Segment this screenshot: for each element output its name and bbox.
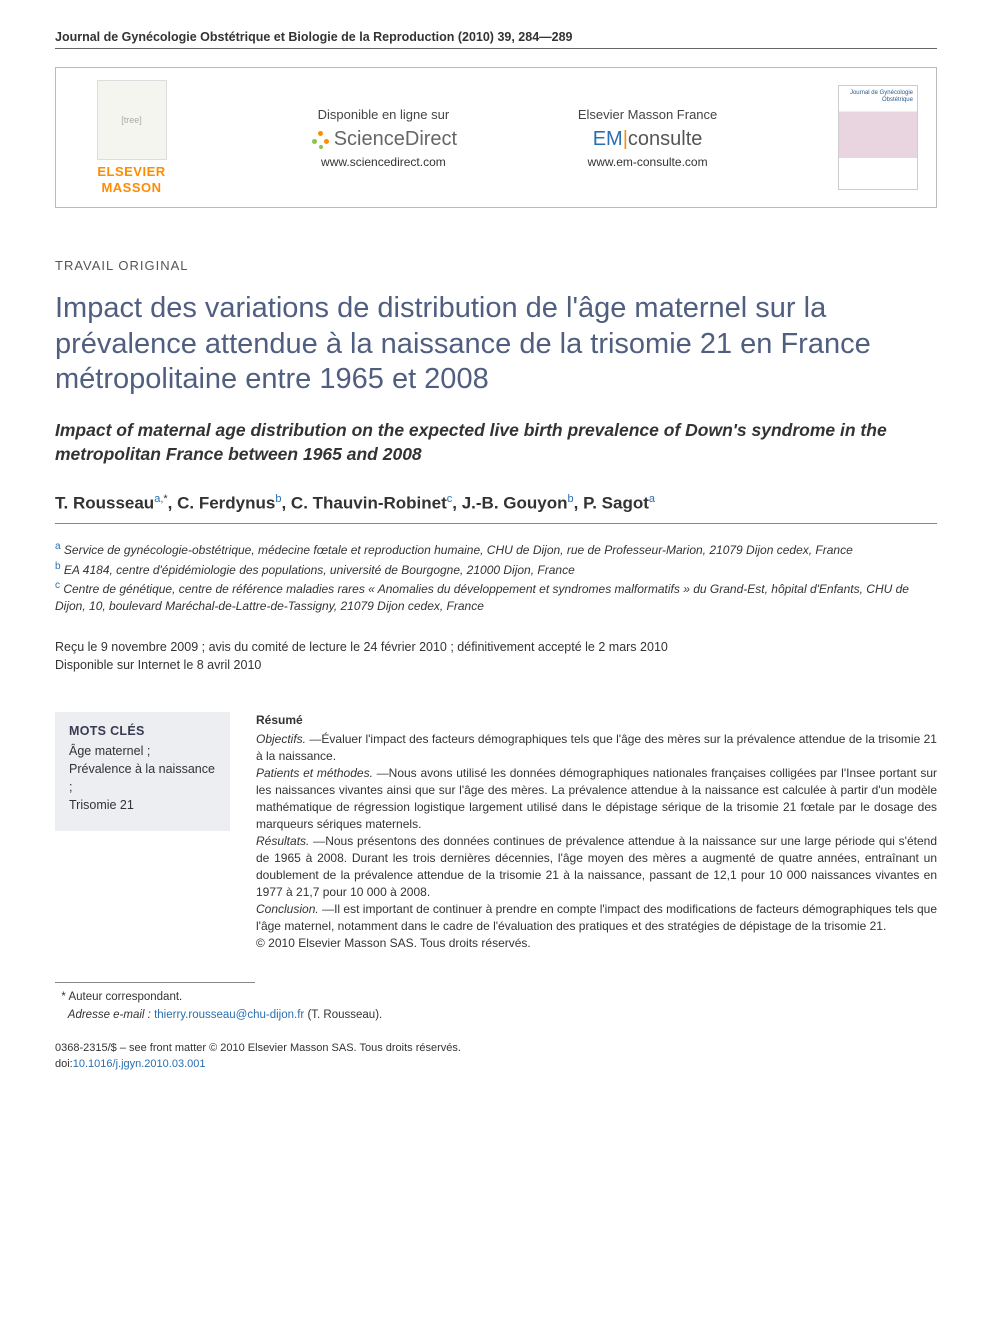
resultats-text: Nous présentons des données continues de…	[256, 834, 937, 899]
keywords-title: MOTS CLÉS	[69, 724, 216, 738]
conclusion-text: Il est important de continuer à prendre …	[256, 902, 937, 933]
objectifs-text: Évaluer l'impact des facteurs démographi…	[256, 732, 937, 763]
author-rule	[55, 523, 937, 524]
publisher-header: [tree] ELSEVIER MASSON Disponible en lig…	[55, 67, 937, 208]
publisher-name: ELSEVIER MASSON	[74, 164, 189, 195]
footnote-rule	[55, 982, 255, 983]
journal-reference: Journal de Gynécologie Obstétrique et Bi…	[55, 30, 937, 44]
corresponding-author: * Auteur correspondant.	[55, 989, 937, 1006]
abstract-heading: Résumé	[256, 712, 937, 729]
keywords-box: MOTS CLÉS Âge maternel ;Prévalence à la …	[55, 712, 230, 831]
em-url[interactable]: www.em-consulte.com	[578, 155, 717, 169]
online-date: Disponible sur Internet le 8 avril 2010	[55, 656, 937, 674]
header-rule	[55, 48, 937, 49]
online-label: Disponible en ligne sur	[310, 107, 457, 122]
affiliations: a Service de gynécologie-obstétrique, mé…	[55, 540, 937, 616]
issn-line: 0368-2315/$ – see front matter © 2010 El…	[55, 1040, 937, 1057]
abstract-objectifs: Objectifs. —Évaluer l'impact des facteur…	[256, 731, 937, 765]
abstract-patients: Patients et méthodes. —Nous avons utilis…	[256, 765, 937, 833]
emconsulte-block: Elsevier Masson France EM|consulte www.e…	[578, 107, 717, 169]
email-line: Adresse e-mail : thierry.rousseau@chu-di…	[55, 1007, 937, 1024]
patients-label: Patients et méthodes. —	[256, 766, 389, 780]
abstract-resultats: Résultats. —Nous présentons des données …	[256, 833, 937, 901]
journal-cover-thumb: Journal de Gynécologie Obstétrique	[838, 85, 918, 190]
conclusion-label: Conclusion. —	[256, 902, 334, 916]
doi-link[interactable]: 10.1016/j.jgyn.2010.03.001	[73, 1058, 206, 1070]
sciencedirect-block: Disponible en ligne sur ScienceDirect ww…	[310, 107, 457, 169]
objectifs-label: Objectifs. —	[256, 732, 321, 746]
abstract-copyright: © 2010 Elsevier Masson SAS. Tous droits …	[256, 935, 937, 952]
sd-brand-text: ScienceDirect	[334, 128, 457, 151]
article-dates: Reçu le 9 novembre 2009 ; avis du comité…	[55, 638, 937, 674]
elsevier-tree-icon: [tree]	[97, 80, 167, 160]
article-title-english: Impact of maternal age distribution on t…	[55, 419, 937, 466]
sd-dots-icon	[310, 129, 330, 149]
publisher-logo: [tree] ELSEVIER MASSON	[74, 80, 189, 195]
resultats-label: Résultats. —	[256, 834, 325, 848]
received-date: Reçu le 9 novembre 2009 ; avis du comité…	[55, 638, 937, 656]
cover-title: Journal de Gynécologie Obstétrique	[843, 90, 913, 103]
footnotes: * Auteur correspondant. Adresse e-mail :…	[55, 989, 937, 1024]
em-prefix: EM	[593, 128, 623, 150]
article-type: TRAVAIL ORIGINAL	[55, 258, 937, 273]
article-title-french: Impact des variations de distribution de…	[55, 291, 937, 397]
abstract-conclusion: Conclusion. —Il est important de continu…	[256, 901, 937, 935]
author-list: T. Rousseaua,*, C. Ferdynusb, C. Thauvin…	[55, 493, 937, 514]
doi-line: doi:10.1016/j.jgyn.2010.03.001	[55, 1056, 937, 1073]
em-label: Elsevier Masson France	[578, 107, 717, 122]
abstract-text: Résumé Objectifs. —Évaluer l'impact des …	[256, 712, 937, 952]
emconsulte-logo[interactable]: EM|consulte	[578, 128, 717, 151]
author-email-link[interactable]: thierry.rousseau@chu-dijon.fr	[154, 1009, 304, 1021]
em-suffix: consulte	[628, 128, 703, 150]
abstract-block: MOTS CLÉS Âge maternel ;Prévalence à la …	[55, 712, 937, 952]
bottom-info: 0368-2315/$ – see front matter © 2010 El…	[55, 1040, 937, 1073]
keywords-list: Âge maternel ;Prévalence à la naissance …	[69, 742, 216, 815]
sciencedirect-logo[interactable]: ScienceDirect	[310, 128, 457, 151]
sd-url[interactable]: www.sciencedirect.com	[310, 155, 457, 169]
